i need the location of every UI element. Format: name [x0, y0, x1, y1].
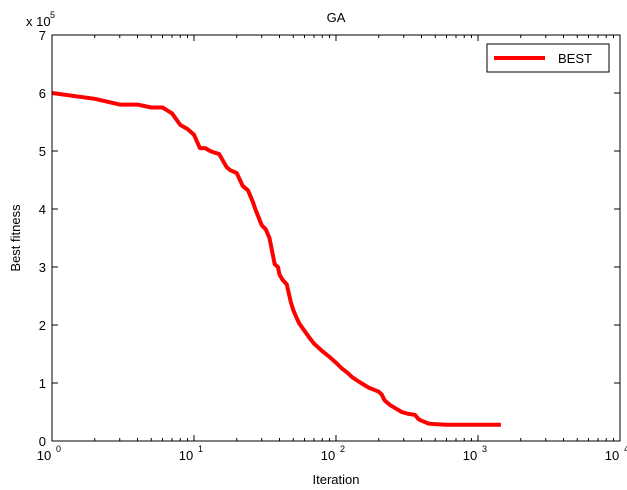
x-tick-label-exponent: 4: [624, 444, 627, 454]
x-tick-label-base: 10: [179, 448, 193, 463]
y-tick-label: 6: [39, 86, 46, 101]
plot-background: [52, 35, 620, 441]
y-tick-label: 7: [39, 28, 46, 43]
y-tick-label: 5: [39, 144, 46, 159]
x-tick-label: 10 1: [179, 444, 203, 463]
y-tick-label: 0: [39, 434, 46, 449]
x-tick-label: 10 2: [321, 444, 345, 463]
y-tick-label: 1: [39, 376, 46, 391]
y-multiplier-base: x 10: [26, 14, 51, 29]
x-tick-label-exponent: 1: [198, 444, 203, 454]
x-tick-label-base: 10: [37, 448, 51, 463]
x-tick-label-exponent: 0: [56, 444, 61, 454]
legend-label: BEST: [558, 51, 592, 66]
x-tick-label-exponent: 3: [482, 444, 487, 454]
x-tick-label: 10 0: [37, 444, 61, 463]
y-multiplier: x 10 5: [26, 10, 55, 29]
plot-frame: [51, 34, 621, 442]
y-tick-labels: 0 1 2 3 4 5 6 7: [39, 28, 46, 449]
x-tick-label-exponent: 2: [340, 444, 345, 454]
series-line-best: [51, 91, 501, 427]
chart-title: GA: [327, 10, 346, 25]
y-tick-label: 4: [39, 202, 46, 217]
x-tick-label: 10 3: [463, 444, 487, 463]
y-tick-label: 2: [39, 318, 46, 333]
x-tick-labels: 10 0 10 1 10 2 10 3 10 4: [37, 444, 627, 463]
legend: BEST: [486, 43, 610, 73]
y-tick-label: 3: [39, 260, 46, 275]
x-tick-label-base: 10: [321, 448, 335, 463]
x-tick-label: 10 4: [605, 444, 627, 463]
y-multiplier-exp: 5: [50, 10, 55, 20]
x-tick-label-base: 10: [463, 448, 477, 463]
x-tick-label-base: 10: [605, 448, 619, 463]
series-layer: [51, 91, 501, 427]
x-axis-label: Iteration: [313, 472, 360, 487]
y-axis-label: Best fitness: [8, 204, 23, 272]
